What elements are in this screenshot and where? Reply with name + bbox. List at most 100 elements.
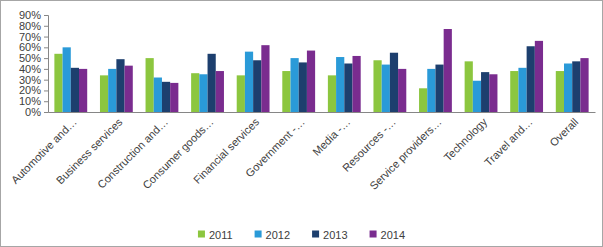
bar bbox=[580, 58, 588, 112]
x-tick-label: Overall bbox=[547, 116, 580, 149]
bar bbox=[344, 64, 352, 113]
y-tick: 70% bbox=[19, 31, 48, 43]
x-tick: Travel and… bbox=[482, 112, 535, 168]
x-tick: Service providers… bbox=[367, 112, 443, 192]
x-axis-line bbox=[49, 112, 596, 113]
legend-label: 2014 bbox=[381, 229, 405, 241]
bar bbox=[261, 45, 269, 112]
legend: 2011 2012 2013 2014 bbox=[198, 229, 405, 241]
bar bbox=[352, 56, 360, 112]
x-tick-label: Travel and… bbox=[482, 116, 535, 169]
bar bbox=[79, 69, 87, 112]
bar bbox=[170, 83, 178, 112]
y-tick-mark bbox=[44, 47, 48, 48]
bar bbox=[253, 60, 261, 112]
bar bbox=[336, 57, 344, 112]
bar bbox=[154, 78, 162, 112]
x-axis: Automotive and…Business servicesConstruc… bbox=[9, 112, 596, 192]
y-tick-mark bbox=[44, 101, 48, 102]
bar bbox=[390, 53, 398, 112]
bar bbox=[328, 75, 336, 112]
x-tick-label: Technology bbox=[441, 115, 489, 163]
x-tick-label: Service providers… bbox=[367, 116, 443, 192]
y-tick: 20% bbox=[19, 84, 48, 96]
bar bbox=[465, 61, 473, 112]
bars bbox=[54, 29, 588, 112]
legend-label: 2013 bbox=[323, 229, 347, 241]
legend-label: 2012 bbox=[266, 229, 290, 241]
bar bbox=[216, 71, 224, 112]
bar bbox=[71, 68, 79, 112]
bar bbox=[237, 75, 245, 112]
bar bbox=[510, 71, 518, 112]
y-tick-mark bbox=[44, 112, 48, 113]
y-tick-label: 30% bbox=[19, 74, 41, 86]
legend-item: 2014 bbox=[370, 229, 405, 241]
series bbox=[79, 29, 589, 112]
x-tick: Government -… bbox=[243, 112, 307, 179]
bar bbox=[481, 72, 489, 112]
y-tick-mark bbox=[44, 15, 48, 16]
legend-swatch bbox=[198, 231, 205, 238]
legend-item: 2013 bbox=[312, 229, 347, 241]
y-tick-label: 0% bbox=[25, 106, 41, 118]
chart: 0%10%20%30%40%50%60%70%80%90%Automotive … bbox=[0, 0, 603, 247]
bar bbox=[572, 61, 580, 112]
bar bbox=[535, 41, 543, 112]
y-tick: 30% bbox=[19, 74, 48, 86]
plot: 0%10%20%30%40%50%60%70%80%90%Automotive … bbox=[9, 9, 596, 192]
bar bbox=[54, 54, 62, 112]
y-tick-label: 90% bbox=[19, 9, 41, 21]
legend-swatch bbox=[255, 231, 262, 238]
bar bbox=[518, 68, 526, 112]
y-tick-label: 50% bbox=[19, 52, 41, 64]
y-axis-line bbox=[44, 16, 49, 113]
legend-swatch bbox=[312, 231, 319, 238]
y-tick-mark bbox=[44, 69, 48, 70]
series bbox=[63, 47, 573, 112]
legend-label: 2011 bbox=[209, 229, 233, 241]
bar bbox=[208, 54, 216, 112]
y-tick: 60% bbox=[19, 41, 48, 53]
bar bbox=[146, 58, 154, 112]
x-tick: Media -… bbox=[310, 112, 352, 158]
y-tick-label: 10% bbox=[19, 95, 41, 107]
x-tick-label: Government -… bbox=[243, 116, 307, 180]
x-tick: Overall bbox=[547, 112, 580, 149]
bar bbox=[108, 69, 116, 112]
legend-swatch bbox=[370, 231, 377, 238]
y-tick-label: 80% bbox=[19, 20, 41, 32]
bar bbox=[473, 81, 481, 112]
y-tick: 90% bbox=[19, 9, 48, 21]
bar bbox=[162, 82, 170, 112]
bar bbox=[282, 71, 290, 112]
bar bbox=[245, 52, 253, 112]
y-tick-label: 70% bbox=[19, 31, 41, 43]
x-tick-label: Media -… bbox=[310, 116, 352, 158]
bar bbox=[444, 29, 452, 112]
bar bbox=[116, 59, 124, 112]
y-tick-label: 20% bbox=[19, 84, 41, 96]
y-tick-mark bbox=[44, 58, 48, 59]
legend-item: 2012 bbox=[255, 229, 290, 241]
series bbox=[71, 46, 581, 112]
bar bbox=[191, 73, 199, 112]
y-tick-label: 60% bbox=[19, 41, 41, 53]
bar bbox=[63, 47, 71, 112]
y-tick: 10% bbox=[19, 95, 48, 107]
legend-item: 2011 bbox=[198, 229, 233, 241]
y-axis: 0%10%20%30%40%50%60%70%80%90% bbox=[19, 9, 49, 118]
y-tick-label: 40% bbox=[19, 63, 41, 75]
y-tick: 0% bbox=[25, 106, 48, 118]
chart-frame bbox=[1, 1, 603, 247]
bar bbox=[427, 69, 435, 112]
bar bbox=[556, 71, 564, 112]
bar bbox=[373, 60, 381, 112]
bar bbox=[199, 74, 207, 112]
bar bbox=[489, 74, 497, 112]
bar bbox=[299, 62, 307, 112]
bar bbox=[419, 88, 427, 112]
bar bbox=[100, 75, 108, 112]
y-tick-mark bbox=[44, 90, 48, 91]
bar bbox=[564, 64, 572, 113]
